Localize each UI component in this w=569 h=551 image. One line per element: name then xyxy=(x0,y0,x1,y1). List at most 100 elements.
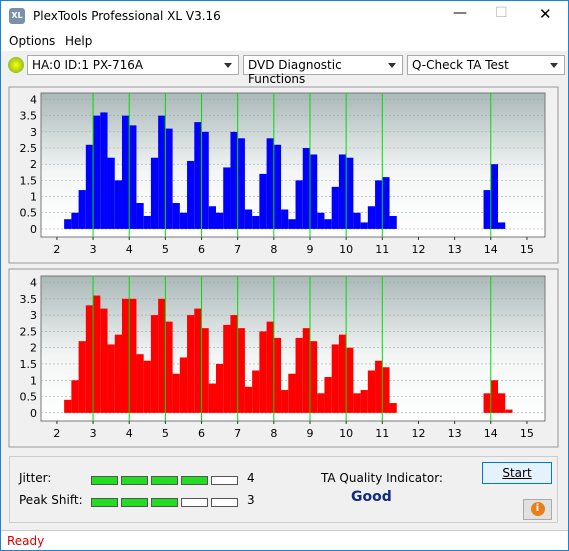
bar xyxy=(382,177,390,229)
bar xyxy=(100,112,108,229)
y-tick-label: 1 xyxy=(30,374,37,387)
bar xyxy=(208,383,216,413)
bar xyxy=(64,219,72,229)
bar xyxy=(150,157,159,229)
bar xyxy=(143,360,151,413)
bar xyxy=(389,215,397,229)
bar xyxy=(367,370,376,413)
ta-value: Good xyxy=(351,489,392,505)
y-tick-label: 3 xyxy=(30,309,37,322)
bar xyxy=(100,308,108,413)
meter-segment xyxy=(91,498,118,507)
x-tick-label: 11 xyxy=(375,427,389,440)
x-tick-label: 13 xyxy=(448,427,462,440)
bar xyxy=(259,173,267,229)
bar xyxy=(375,180,383,229)
bar xyxy=(360,222,368,229)
bar xyxy=(179,357,188,413)
bar xyxy=(490,380,498,413)
bar xyxy=(194,122,202,229)
meter-segment xyxy=(91,476,118,485)
x-tick-label: 8 xyxy=(270,243,277,256)
bar xyxy=(346,347,354,413)
bar xyxy=(331,186,339,229)
bar xyxy=(107,157,115,229)
bar xyxy=(165,128,173,229)
bar xyxy=(483,190,491,229)
bar xyxy=(215,212,224,229)
bar xyxy=(121,298,130,413)
bar xyxy=(237,328,245,413)
bar xyxy=(194,308,202,413)
drive-select[interactable]: HA:0 ID:1 PX-716A xyxy=(27,55,239,75)
bar xyxy=(201,131,209,229)
bar xyxy=(338,154,347,229)
ta-label: TA Quality Indicator: xyxy=(321,471,443,485)
y-tick-label: 1.5 xyxy=(20,358,38,371)
bar xyxy=(150,315,159,413)
bar xyxy=(223,167,231,229)
bar xyxy=(302,148,310,229)
bar xyxy=(266,138,274,229)
meter-value: 4 xyxy=(247,471,255,485)
bar xyxy=(346,157,354,229)
x-tick-label: 6 xyxy=(198,243,205,256)
bar xyxy=(295,180,303,229)
bar xyxy=(71,212,79,229)
info-button[interactable]: i xyxy=(523,499,552,520)
bar xyxy=(259,331,267,413)
bar xyxy=(78,190,86,229)
bar xyxy=(367,206,376,229)
x-tick-label: 2 xyxy=(53,427,60,440)
x-tick-label: 5 xyxy=(162,243,169,256)
x-tick-label: 7 xyxy=(234,427,241,440)
bar xyxy=(281,390,289,413)
close-button[interactable]: ✕ xyxy=(539,5,552,23)
menu-item[interactable]: Help xyxy=(65,34,93,48)
y-tick-label: 2.5 xyxy=(20,142,38,155)
y-tick-label: 4 xyxy=(30,93,37,106)
bar xyxy=(230,131,238,229)
x-tick-label: 10 xyxy=(339,427,353,440)
meter-segment xyxy=(121,498,148,507)
bar xyxy=(353,393,361,413)
bar xyxy=(244,209,253,229)
x-tick-label: 11 xyxy=(375,243,389,256)
bar xyxy=(93,115,101,229)
status-text: Ready xyxy=(7,534,45,548)
y-tick-label: 0.5 xyxy=(20,207,38,220)
x-tick-label: 3 xyxy=(90,243,97,256)
y-tick-label: 2.5 xyxy=(20,325,38,338)
x-tick-label: 13 xyxy=(448,243,462,256)
y-tick-label: 3.5 xyxy=(20,110,38,123)
bar xyxy=(129,125,137,229)
start-button[interactable]: Start xyxy=(482,462,552,484)
test-select[interactable]: Q-Check TA Test xyxy=(407,55,565,75)
minimize-button[interactable]: — xyxy=(453,5,467,21)
bar xyxy=(490,164,498,229)
bar xyxy=(252,370,260,413)
function-select[interactable]: DVD Diagnostic Functions xyxy=(243,55,403,86)
bar xyxy=(93,295,101,413)
x-tick-label: 3 xyxy=(90,427,97,440)
bar xyxy=(497,222,506,229)
bar xyxy=(302,328,310,413)
meter-segment xyxy=(181,476,208,485)
bar xyxy=(273,144,282,229)
x-tick-label: 12 xyxy=(411,427,425,440)
window-title: PlexTools Professional XL V3.16 xyxy=(33,9,221,23)
bar xyxy=(505,409,513,413)
menu-item[interactable]: Options xyxy=(9,34,56,48)
bar xyxy=(230,315,238,413)
bar xyxy=(172,203,180,229)
x-tick-label: 4 xyxy=(126,243,133,256)
x-tick-label: 7 xyxy=(234,243,241,256)
x-tick-label: 8 xyxy=(270,427,277,440)
maximize-button[interactable]: ☐ xyxy=(495,5,508,21)
bar xyxy=(85,305,94,413)
peak-shift-label: Peak Shift: xyxy=(19,493,83,507)
bar xyxy=(317,212,325,229)
bar xyxy=(483,393,491,413)
y-tick-label: 0 xyxy=(30,223,37,236)
bar xyxy=(114,180,122,229)
